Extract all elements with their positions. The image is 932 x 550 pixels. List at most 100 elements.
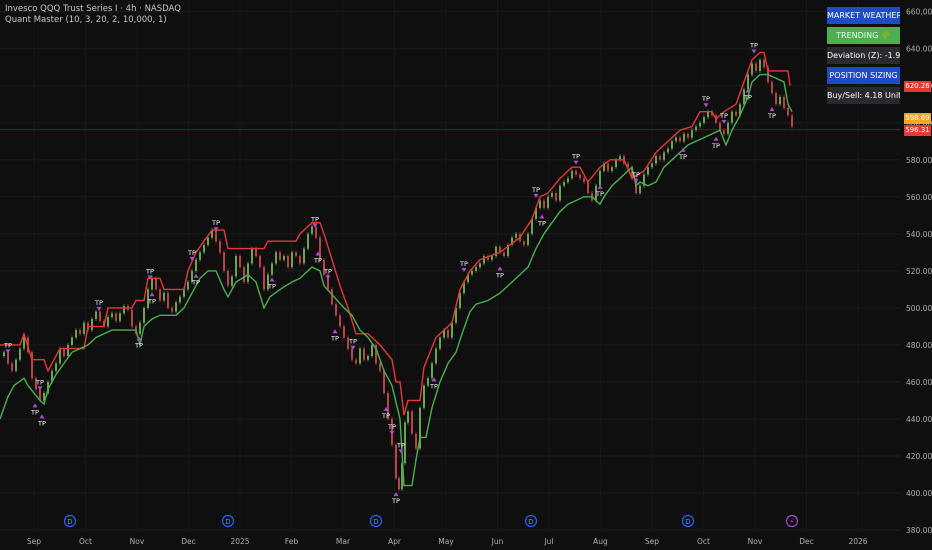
indicator-title[interactable]: Quant Master (10, 3, 20, 2, 10,000, 1) bbox=[5, 15, 167, 25]
tp-label: TP bbox=[678, 153, 687, 161]
candle-body bbox=[83, 322, 85, 334]
candle-body bbox=[335, 304, 337, 316]
y-tick-label: 480.00 bbox=[906, 341, 932, 350]
d-marker-glyph: D bbox=[225, 518, 230, 526]
tp-label: TP bbox=[495, 271, 504, 279]
x-tick-label: 2025 bbox=[230, 537, 249, 546]
y-tick-label: 400.00 bbox=[906, 489, 932, 498]
candle-body bbox=[439, 337, 441, 349]
d-marker bbox=[681, 514, 695, 528]
candle-body bbox=[211, 230, 213, 238]
candle-body bbox=[179, 296, 181, 303]
candle-body bbox=[727, 122, 729, 134]
candle-body bbox=[435, 348, 437, 364]
chart-legend: Invesco QQQ Trust Series I · 4h · NASDAQ… bbox=[5, 4, 181, 26]
y-tick-label: 660.00 bbox=[906, 8, 932, 17]
candle-body bbox=[35, 378, 37, 390]
tp-label: TP bbox=[187, 249, 196, 257]
candle-body bbox=[367, 356, 369, 360]
tp-label: TP bbox=[595, 190, 604, 198]
candle-body bbox=[559, 185, 561, 201]
deviation-value: Deviation (Z): -1.94 bbox=[827, 47, 900, 64]
tp-triangle bbox=[398, 449, 404, 454]
candle-body bbox=[455, 307, 457, 323]
position-sizing-header: POSITION SIZING bbox=[827, 67, 900, 84]
candle-body bbox=[647, 167, 649, 175]
candle-body bbox=[543, 200, 545, 208]
tp-label: TP bbox=[429, 382, 438, 390]
candle-body bbox=[567, 178, 569, 182]
candle-body bbox=[59, 348, 61, 364]
candle-body bbox=[719, 122, 721, 131]
current-price-tag: 596.31 bbox=[904, 125, 931, 136]
d-marker bbox=[524, 514, 538, 528]
d-marker-glyph: D bbox=[528, 518, 533, 526]
candle-body bbox=[11, 363, 13, 371]
candle-body bbox=[703, 117, 705, 123]
candle-body bbox=[295, 252, 297, 257]
tp-triangle bbox=[745, 88, 751, 93]
tp-label: TP bbox=[35, 378, 44, 386]
candle-body bbox=[423, 385, 425, 408]
candle-body bbox=[143, 307, 145, 323]
candle-body bbox=[359, 348, 361, 364]
candle-body bbox=[31, 352, 33, 379]
candle-body bbox=[527, 233, 529, 245]
resistance-line bbox=[0, 51, 791, 416]
candle-body bbox=[95, 311, 97, 319]
tp-label: TP bbox=[631, 171, 640, 179]
candle-body bbox=[663, 152, 665, 160]
candle-body bbox=[39, 389, 41, 401]
tp-triangle bbox=[213, 227, 219, 232]
candle-body bbox=[371, 344, 373, 356]
candle-body bbox=[91, 318, 93, 331]
d-marker-glyph: D bbox=[373, 518, 378, 526]
x-tick-label: Jul bbox=[543, 537, 553, 546]
candle-body bbox=[183, 289, 185, 297]
candle-body bbox=[115, 313, 117, 321]
candle-body bbox=[199, 252, 201, 260]
tp-triangle bbox=[332, 329, 338, 334]
candle-body bbox=[655, 156, 657, 164]
tp-triangle bbox=[315, 251, 321, 256]
candle-body bbox=[231, 276, 233, 286]
candle-body bbox=[395, 444, 397, 479]
candle-body bbox=[511, 237, 513, 245]
candle-body bbox=[431, 363, 433, 379]
candle-body bbox=[47, 381, 49, 394]
series-layer bbox=[0, 51, 793, 492]
candle-body bbox=[195, 259, 197, 271]
candle-body bbox=[239, 256, 241, 268]
y-tick-label: 560.00 bbox=[906, 193, 932, 202]
lightning-marker bbox=[785, 514, 799, 528]
candle-body bbox=[759, 59, 761, 71]
tp-triangle bbox=[149, 292, 155, 297]
candle-body bbox=[607, 163, 609, 171]
candle-body bbox=[327, 274, 329, 290]
candle-body bbox=[3, 352, 5, 356]
d-marker bbox=[221, 514, 235, 528]
candle-body bbox=[731, 111, 733, 123]
candle-body bbox=[763, 59, 765, 68]
candle-body bbox=[107, 317, 109, 327]
candle-body bbox=[171, 307, 173, 312]
symbol-title[interactable]: Invesco QQQ Trust Series I · 4h · NASDAQ bbox=[5, 4, 181, 14]
x-tick-label: Nov bbox=[130, 537, 145, 546]
candle-body bbox=[751, 63, 753, 75]
tp-triangle bbox=[136, 336, 142, 341]
candle-body bbox=[167, 293, 169, 308]
tp-triangle bbox=[193, 273, 199, 278]
candle-body bbox=[163, 293, 165, 301]
candle-body bbox=[319, 237, 321, 260]
candle-body bbox=[303, 248, 305, 264]
tp-triangle bbox=[37, 386, 43, 391]
candle-body bbox=[575, 170, 577, 175]
x-tick-label: Apr bbox=[388, 537, 402, 546]
candle-body bbox=[747, 74, 749, 90]
tp-label: TP bbox=[211, 219, 220, 227]
candle-body bbox=[275, 252, 277, 264]
candle-body bbox=[411, 411, 413, 434]
candle-body bbox=[491, 256, 493, 260]
d-marker bbox=[63, 514, 77, 528]
